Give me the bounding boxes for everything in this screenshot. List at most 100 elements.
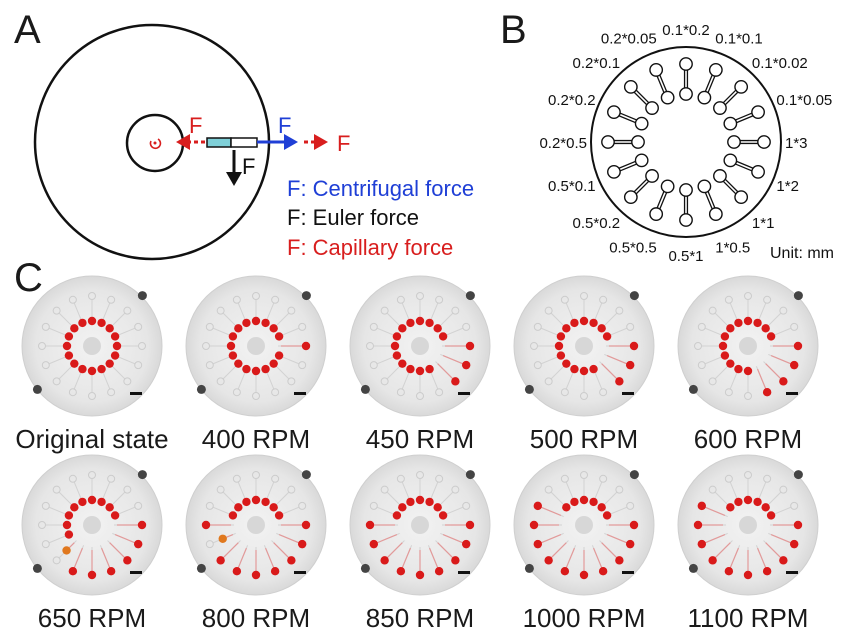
disc-outlet-chamber bbox=[544, 485, 553, 494]
scale-bar bbox=[622, 392, 634, 395]
screw bbox=[196, 563, 206, 573]
droplet bbox=[269, 503, 278, 512]
disc-outlet-chamber bbox=[615, 485, 624, 494]
disc-outlet-chamber bbox=[724, 388, 733, 397]
disc-2 bbox=[349, 275, 491, 417]
droplet bbox=[78, 364, 87, 374]
disc-hub bbox=[575, 516, 593, 534]
screw bbox=[137, 291, 147, 301]
disc-outlet-chamber bbox=[763, 295, 772, 304]
force-label-euler: F bbox=[242, 154, 255, 179]
droplet bbox=[753, 497, 762, 507]
disc-outlet-chamber bbox=[271, 388, 280, 397]
panel-b-letter: B bbox=[500, 8, 527, 52]
disc-outlet-chamber bbox=[68, 295, 77, 304]
disc-outlet-chamber bbox=[396, 388, 405, 397]
outlet-chamber-0 bbox=[679, 57, 693, 71]
disc-outlet-chamber bbox=[216, 306, 225, 315]
disc-outlet-chamber bbox=[134, 361, 143, 370]
screw bbox=[465, 470, 475, 480]
droplet bbox=[761, 324, 770, 333]
droplet bbox=[228, 351, 238, 360]
droplet bbox=[64, 511, 74, 520]
rotation-icon bbox=[149, 138, 162, 150]
droplet bbox=[62, 341, 72, 351]
droplet bbox=[743, 316, 753, 326]
disc-outlet-chamber bbox=[380, 485, 389, 494]
droplet bbox=[726, 324, 735, 333]
droplet bbox=[392, 351, 402, 360]
droplet bbox=[97, 318, 106, 328]
screw bbox=[360, 384, 370, 394]
disc-hub bbox=[83, 516, 101, 534]
droplet bbox=[465, 341, 475, 351]
disc-outlet-chamber bbox=[744, 471, 752, 479]
droplet bbox=[87, 570, 97, 580]
droplet bbox=[110, 351, 120, 360]
droplet bbox=[560, 566, 570, 576]
panel-a: F F F F F: Centrifugal force F: Euler fo… bbox=[33, 23, 474, 261]
disc-hub bbox=[83, 337, 101, 355]
droplet bbox=[697, 501, 707, 511]
droplet bbox=[105, 324, 114, 333]
disc-outlet-chamber bbox=[123, 377, 132, 386]
disc-outlet-chamber bbox=[138, 342, 146, 350]
droplet bbox=[64, 530, 74, 539]
droplet bbox=[133, 539, 143, 549]
disc-outlet-chamber bbox=[626, 501, 635, 510]
disc-outlet-chamber bbox=[88, 392, 96, 400]
droplet bbox=[62, 520, 72, 530]
disc-outlet-chamber bbox=[134, 322, 143, 331]
rotation-center-dot bbox=[153, 141, 157, 145]
disc-outlet-chamber bbox=[615, 306, 624, 315]
droplet bbox=[269, 324, 278, 333]
disc-outlet-chamber bbox=[708, 306, 717, 315]
droplet bbox=[708, 556, 717, 565]
disc-outlet-chamber bbox=[599, 295, 608, 304]
droplet bbox=[789, 360, 799, 370]
scale-bar bbox=[786, 571, 798, 574]
disc-outlet-chamber bbox=[41, 540, 50, 549]
screw bbox=[137, 470, 147, 480]
euler-arrowhead bbox=[226, 172, 242, 186]
screw bbox=[301, 291, 311, 301]
droplet bbox=[112, 341, 122, 351]
outlet-chamber-14 bbox=[623, 79, 638, 94]
disc-outlet-chamber bbox=[252, 292, 260, 300]
disc-outlet-chamber bbox=[287, 485, 296, 494]
disc-0 bbox=[21, 275, 163, 417]
droplet bbox=[766, 511, 776, 520]
droplet bbox=[556, 332, 566, 341]
disc-outlet-chamber bbox=[232, 388, 241, 397]
droplet bbox=[554, 341, 564, 351]
droplet bbox=[228, 332, 238, 341]
droplet bbox=[579, 495, 589, 505]
droplet bbox=[438, 332, 448, 341]
disc-outlet-chamber bbox=[462, 322, 471, 331]
disc-outlet-chamber bbox=[580, 292, 588, 300]
screw bbox=[524, 384, 534, 394]
disc-outlet-chamber bbox=[298, 501, 307, 510]
disc-hub bbox=[411, 337, 429, 355]
droplet bbox=[87, 366, 97, 376]
outlet-chamber-3 bbox=[751, 105, 765, 120]
disc-outlet-chamber bbox=[271, 474, 280, 483]
droplet bbox=[415, 495, 425, 505]
droplet bbox=[570, 497, 579, 507]
scale-bar bbox=[130, 571, 142, 574]
droplet bbox=[625, 539, 635, 549]
outlet-chamber-6 bbox=[734, 190, 749, 205]
inlet-chamber-11 bbox=[634, 153, 649, 168]
droplet bbox=[461, 539, 471, 549]
droplet bbox=[533, 539, 543, 549]
droplet bbox=[720, 351, 730, 360]
disc-outlet-chamber bbox=[416, 471, 424, 479]
disc-outlet-chamber bbox=[123, 306, 132, 315]
screw bbox=[629, 470, 639, 480]
disc-outlet-chamber bbox=[451, 306, 460, 315]
inlet-chamber-13 bbox=[634, 116, 649, 131]
legend-euler: F: Euler force bbox=[287, 205, 419, 230]
disc-outlet-chamber bbox=[599, 388, 608, 397]
droplet bbox=[726, 503, 735, 512]
disc-outlet-chamber bbox=[380, 377, 389, 386]
